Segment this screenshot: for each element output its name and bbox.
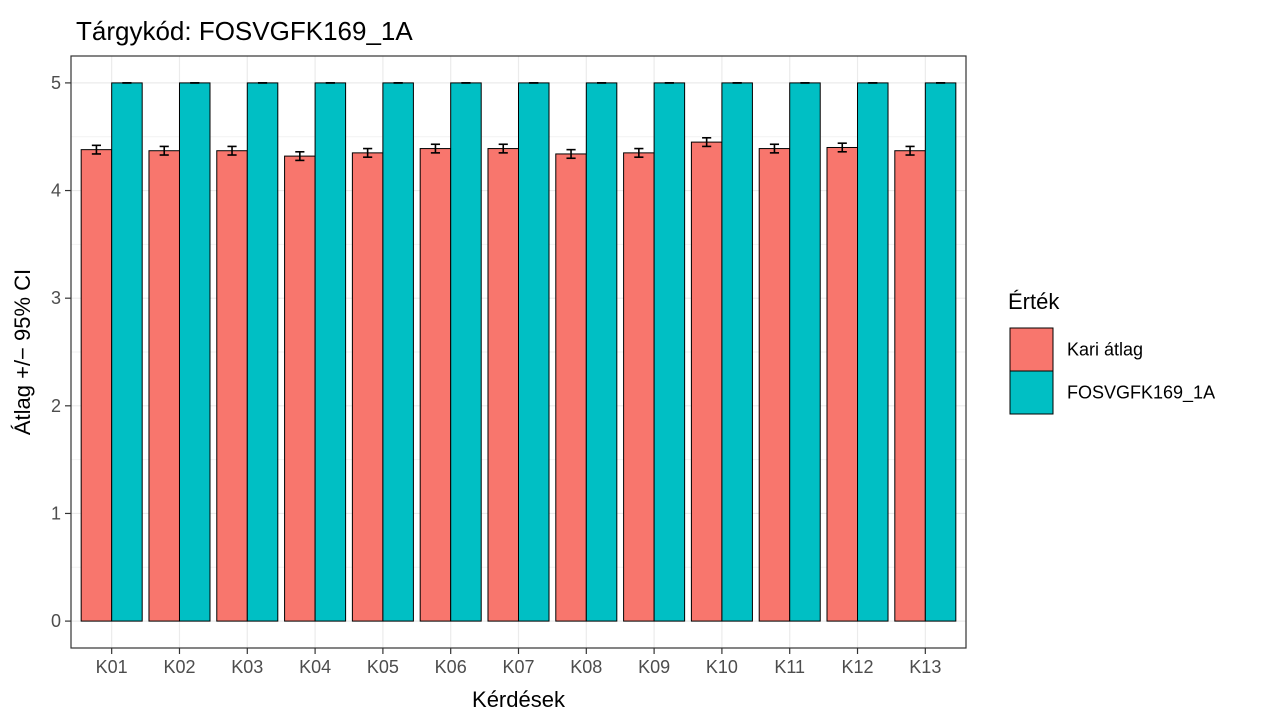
bar <box>789 82 821 622</box>
y-tick-label: 2 <box>51 396 61 416</box>
bar <box>721 82 753 622</box>
bar <box>826 146 859 622</box>
y-axis: 0 1 2 3 4 5 <box>51 73 71 631</box>
bar <box>419 148 452 622</box>
bar <box>585 82 618 622</box>
bar <box>450 82 482 622</box>
legend-label: FOSVGFK169_1A <box>1067 383 1215 404</box>
x-tick-label: K05 <box>367 657 399 677</box>
bar <box>924 82 957 622</box>
bar <box>518 82 550 622</box>
legend-key <box>1009 327 1054 372</box>
bar <box>246 82 279 622</box>
x-tick-label: K08 <box>570 657 602 677</box>
x-axis: K01 K02 K03 K04 K05 K06 K07 K08 K09 K10 K11 K12 K13 <box>96 648 941 677</box>
bar <box>653 82 686 622</box>
x-tick-label: K13 <box>909 657 941 677</box>
legend-title: Érték <box>1008 289 1060 314</box>
x-tick-label: K06 <box>435 657 467 677</box>
x-tick-label: K09 <box>638 657 670 677</box>
bar <box>857 82 889 622</box>
bar <box>351 152 384 622</box>
y-axis-title: Átlag +/− 95% CI <box>10 269 35 435</box>
x-tick-label: K12 <box>841 657 873 677</box>
bar <box>216 150 248 622</box>
bar <box>382 82 414 622</box>
legend-key <box>1009 370 1054 415</box>
y-tick-label: 5 <box>51 73 61 93</box>
bar <box>284 155 316 622</box>
bar <box>690 141 723 622</box>
bar <box>80 149 113 622</box>
bar <box>111 82 143 622</box>
x-tick-label: K07 <box>502 657 534 677</box>
bar <box>314 82 347 622</box>
bar <box>758 148 791 622</box>
y-tick-label: 3 <box>51 288 61 308</box>
x-tick-label: K03 <box>231 657 263 677</box>
bar <box>894 150 926 622</box>
chart-title: Tárgykód: FOSVGFK169_1A <box>76 16 413 46</box>
x-tick-label: K02 <box>163 657 195 677</box>
x-tick-label: K10 <box>706 657 738 677</box>
x-tick-label: K04 <box>299 657 331 677</box>
bar <box>555 153 587 622</box>
bars-layer <box>80 82 957 622</box>
legend-label: Kari átlag <box>1067 340 1143 360</box>
x-tick-label: K11 <box>774 657 805 677</box>
legend: Érték Kari átlag FOSVGFK169_1A <box>1008 289 1215 415</box>
bar <box>623 152 655 622</box>
x-tick-label: K01 <box>96 657 128 677</box>
errorbar-layer <box>91 82 946 162</box>
bar <box>148 150 180 622</box>
y-tick-label: 0 <box>51 611 61 631</box>
x-axis-title: Kérdések <box>472 687 566 712</box>
bar <box>178 82 211 622</box>
y-tick-label: 4 <box>51 181 61 201</box>
y-tick-label: 1 <box>51 503 61 523</box>
bar <box>487 148 520 622</box>
